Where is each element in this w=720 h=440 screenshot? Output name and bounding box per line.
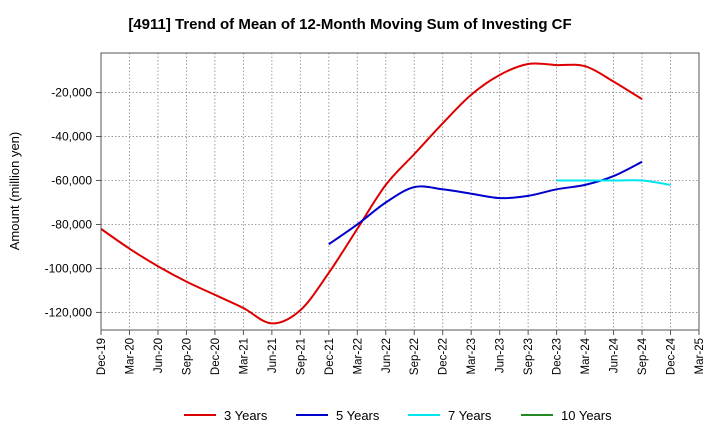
x-tick-label: Jun-20 xyxy=(153,338,165,373)
x-tick-label: Jun-24 xyxy=(609,337,621,373)
y-tick-label: -80,000 xyxy=(51,217,92,231)
x-tick-label: Mar-21 xyxy=(238,338,250,374)
x-tick-label: Dec-22 xyxy=(438,338,450,375)
x-tick-label: Mar-25 xyxy=(694,338,706,374)
x-tick-label: Jun-21 xyxy=(267,338,279,373)
x-tick-label: Sep-23 xyxy=(523,338,535,375)
y-tick-label: -40,000 xyxy=(51,130,92,144)
x-tick-label: Mar-23 xyxy=(466,338,478,374)
x-tick-label: Mar-24 xyxy=(580,337,592,374)
y-tick-label: -60,000 xyxy=(51,174,92,188)
legend: 3 Years 5 Years 7 Years 10 Years xyxy=(184,408,612,423)
chart-title: [4911] Trend of Mean of 12-Month Moving … xyxy=(128,16,571,33)
legend-label-3-years: 3 Years xyxy=(224,408,268,423)
plot-area xyxy=(101,53,699,330)
x-tick-label: Sep-20 xyxy=(181,338,193,375)
y-axis: -120,000 -100,000 -80,000 -60,000 -40,000 -20… xyxy=(45,86,101,319)
x-tick-label: Sep-21 xyxy=(295,338,307,375)
series-line-3-years xyxy=(100,62,643,325)
x-tick-label: Mar-22 xyxy=(352,338,364,374)
x-tick-label: Jun-22 xyxy=(381,338,393,373)
x-tick-label: Jun-23 xyxy=(495,338,507,373)
y-tick-label: -120,000 xyxy=(45,305,93,319)
x-tick-label: Dec-19 xyxy=(96,338,108,375)
x-tick-label: Dec-24 xyxy=(666,337,678,375)
series-line-5-years xyxy=(328,160,643,246)
plot-frame xyxy=(100,52,700,331)
legend-label-10-years: 10 Years xyxy=(561,408,612,423)
series-line-7-years xyxy=(556,179,671,186)
x-tick-label: Mar-20 xyxy=(124,338,136,374)
x-axis: Dec-19 Mar-20 Jun-20 Sep-20 Dec-20 Mar-21 Jun-… xyxy=(96,330,706,375)
x-tick-label: Sep-22 xyxy=(409,338,421,375)
x-tick-label: Sep-24 xyxy=(637,337,649,375)
y-tick-label: -100,000 xyxy=(45,261,93,275)
x-tick-label: Dec-21 xyxy=(324,338,336,375)
x-tick-label: Dec-23 xyxy=(552,338,564,375)
y-tick-label: -20,000 xyxy=(51,86,92,100)
legend-label-7-years: 7 Years xyxy=(448,408,492,423)
legend-label-5-years: 5 Years xyxy=(336,408,380,423)
series-layer xyxy=(100,62,671,325)
y-axis-label: Amount (million yen) xyxy=(7,132,22,251)
x-tick-label: Dec-20 xyxy=(210,338,222,375)
